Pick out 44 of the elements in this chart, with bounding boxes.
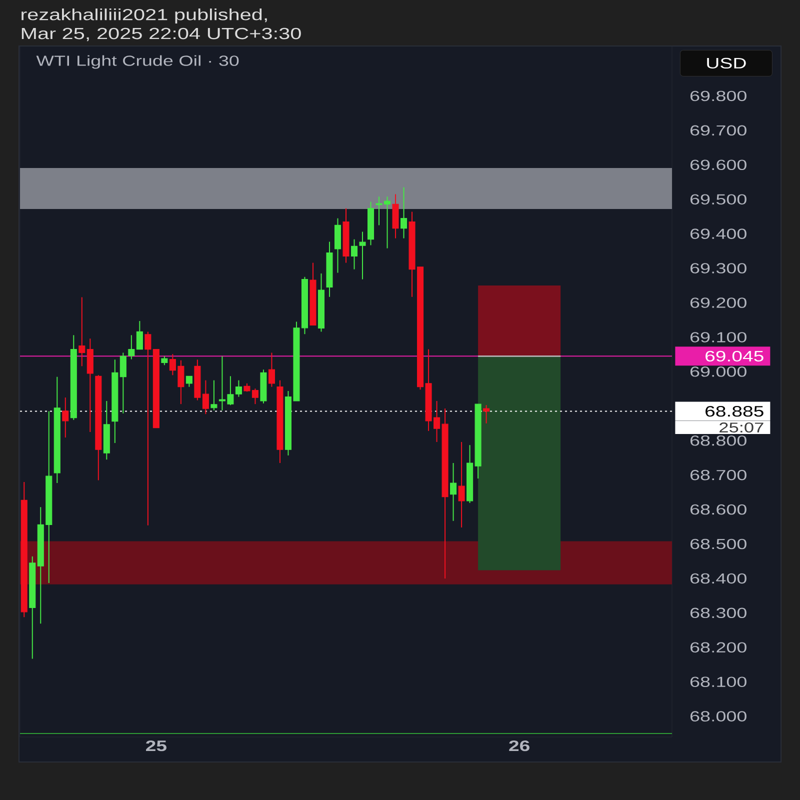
y-tick-label: 69.200 (690, 298, 746, 308)
candlestick (350, 238, 358, 270)
y-tick-label: 69.300 (690, 263, 746, 274)
y-tick-label: 68.000 (690, 711, 746, 722)
y-tick-label: 68.100 (690, 676, 746, 687)
x-tick-label: 26 (509, 740, 530, 752)
candlestick (120, 352, 126, 414)
text: WTI Light Crude Oil · 30 (36, 55, 239, 69)
y-tick-label: 69.100 (690, 332, 746, 342)
y-tick-label: 68.200 (690, 642, 746, 653)
y-axis-title: USD (707, 58, 746, 68)
ref-line-label: 68.885 (706, 406, 764, 417)
text: 25:07 (720, 422, 764, 432)
text: rezakhaliliii2021 published, (22, 8, 267, 24)
candlestick (202, 380, 209, 415)
y-tick-label: 69.800 (690, 90, 746, 102)
candlestick (210, 380, 218, 411)
text: Mar 25, 2025 22:04 UTC+3:30 (22, 28, 301, 42)
candlestick (136, 320, 143, 350)
candlestick (186, 376, 192, 388)
candlestick (450, 462, 457, 522)
y-tick-label: 69.000 (690, 366, 746, 377)
y-tick-label: 69.400 (690, 228, 746, 239)
y-tick-label: 68.300 (690, 608, 746, 618)
y-tick-label: 68.800 (690, 435, 746, 446)
candlestick (483, 404, 490, 424)
candlestick (62, 397, 69, 438)
candlestick (359, 231, 366, 280)
y-tick-label: 68.500 (690, 538, 746, 550)
x-tick-label: 25 (146, 740, 166, 752)
y-tick-label: 68.400 (690, 573, 746, 584)
y-tick-label: 69.700 (690, 125, 746, 136)
candlestick (144, 331, 152, 526)
candlestick (458, 441, 465, 528)
candlestick (334, 218, 342, 274)
y-tick-label: 69.600 (690, 160, 746, 170)
candlestick (400, 186, 408, 239)
candlestick (128, 334, 135, 360)
ref-line-label: 69.045 (706, 350, 764, 362)
candlestick (268, 352, 275, 388)
y-tick-label: 68.600 (690, 504, 746, 515)
y-tick-label: 69.500 (690, 194, 746, 204)
y-tick-label: 68.700 (690, 470, 746, 480)
candlestick (78, 296, 86, 367)
